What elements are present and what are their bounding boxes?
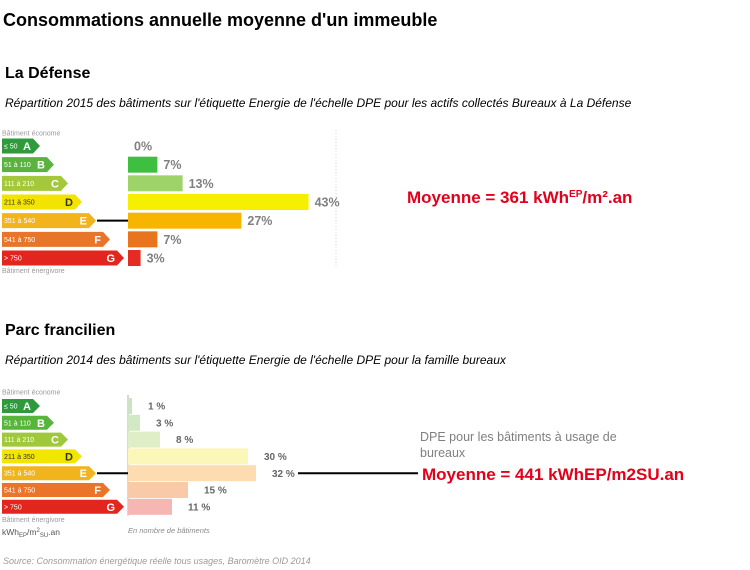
dpe-class-e-arrow: [2, 466, 96, 481]
bar-b: [128, 156, 158, 173]
dpe-class-a-range: ≤ 50: [4, 404, 18, 411]
dpe-class-a-arrow: [2, 138, 40, 154]
value-label-e: 32 %: [272, 469, 295, 480]
average-consumption-la-defense: Moyenne = 361 kWhEP/m².an: [407, 188, 632, 208]
dpe-class-c-arrow: [2, 175, 68, 191]
dpe-class-f-range: 541 à 750: [4, 488, 35, 495]
average-unit-superscript: EP: [569, 189, 583, 200]
bar-d: [128, 448, 248, 465]
section-subtitle-parc-francilien: Répartition 2014 des bâtiments sur l'éti…: [5, 353, 506, 367]
dpe-class-g-letter: G: [106, 502, 115, 514]
dpe-class-a-arrow: [2, 399, 40, 413]
dpe-class-b-letter: B: [37, 160, 45, 172]
dpe-class-c-range: 111 à 210: [4, 437, 34, 444]
dpe-class-d-arrow: [2, 194, 82, 210]
value-label-c: 8 %: [176, 435, 193, 446]
dpe-class-d-range: 211 à 350: [4, 200, 35, 207]
dpe-class-e-range: 351 à 540: [4, 471, 35, 478]
bar-a: [128, 398, 132, 414]
dpe-class-a-range: ≤ 50: [4, 144, 18, 151]
scale-bottom-label: Bâtiment énergivore: [2, 268, 65, 275]
value-label-f: 7%: [163, 233, 181, 247]
source-note: Source: Consommation énergétique réelle …: [3, 556, 311, 566]
dpe-class-c-letter: C: [51, 178, 59, 190]
scale-top-label: Bâtiment économe: [2, 131, 60, 138]
value-label-f: 15 %: [204, 486, 227, 497]
dpe-class-f-letter: F: [94, 234, 101, 246]
dpe-class-g-range: > 750: [4, 504, 22, 511]
bar-e: [128, 465, 256, 482]
value-label-d: 43%: [315, 196, 340, 210]
bar-d: [128, 194, 309, 211]
energy-unit-mid: /m: [27, 527, 36, 537]
dpe-class-e-range: 351 à 540: [4, 218, 35, 225]
section-heading-la-defense: La Défense: [5, 65, 91, 82]
dpe-class-b-arrow: [2, 415, 54, 430]
energy-unit-sub1: EP: [19, 533, 27, 539]
value-label-a: 0%: [134, 140, 152, 154]
dpe-class-b-arrow: [2, 157, 54, 173]
dpe-class-e-letter: E: [80, 216, 87, 228]
dpe-class-d-letter: D: [65, 451, 73, 463]
dpe-class-d-arrow: [2, 449, 82, 464]
dpe-class-b-letter: B: [37, 418, 45, 430]
value-label-g: 3%: [147, 252, 165, 266]
energy-unit-label: kWhEP/m2SU.an: [2, 527, 60, 539]
value-label-b: 3 %: [156, 418, 173, 429]
dpe-class-d-range: 211 à 350: [4, 454, 35, 461]
bar-b: [128, 414, 140, 431]
dpe-class-b-range: 51 à 110: [4, 420, 31, 427]
dpe-class-f-arrow: [2, 231, 110, 247]
dpe-class-d-letter: D: [65, 197, 73, 209]
dpe-class-b-range: 51 à 110: [4, 162, 31, 169]
energy-unit-base: kWh: [2, 527, 19, 537]
energy-unit-sub2: SU: [40, 533, 48, 539]
dpe-class-c-letter: C: [51, 435, 59, 447]
dpe-chart-parc-francilien: Bâtiment économe ≤ 50 A 1 % 51 à 110 B 3 % 111 …: [2, 390, 418, 539]
dpe-class-a-letter: A: [23, 141, 31, 153]
dpe-chart-la-defense: Bâtiment économe ≤ 50 A 0% 51 à 110 B 7% 111 à …: [2, 130, 340, 275]
dpe-class-g-letter: G: [106, 253, 115, 265]
dpe-class-e-letter: E: [80, 468, 87, 480]
value-label-g: 11 %: [188, 502, 210, 513]
bar-g: [128, 498, 172, 515]
energy-unit-sup: 2: [36, 528, 40, 534]
bar-f: [128, 231, 158, 248]
average-value-text: Moyenne = 361 kWh: [407, 188, 570, 207]
average-consumption-parc-francilien: Moyenne = 441 kWhEP/m2SU.an: [422, 465, 685, 484]
scale-bottom-label: Bâtiment énergivore: [2, 517, 65, 524]
value-label-d: 30 %: [264, 452, 287, 463]
average-unit-suffix: /m².an: [582, 188, 633, 207]
dpe-class-g-arrow: [2, 250, 124, 266]
bar-f: [128, 482, 188, 498]
dpe-class-f-arrow: [2, 483, 110, 497]
scale-top-label: Bâtiment économe: [2, 390, 60, 397]
dpe-note: DPE pour les bâtiments à usage de bureau…: [420, 429, 617, 461]
energy-unit-end: .an: [48, 527, 60, 537]
value-label-a: 1 %: [148, 402, 165, 413]
bar-c: [128, 431, 160, 448]
value-label-e: 27%: [247, 214, 272, 228]
dpe-note-line-2: bureaux: [420, 446, 466, 460]
dpe-class-e-arrow: [2, 213, 96, 229]
dpe-note-line-1: DPE pour les bâtiments à usage de: [420, 430, 617, 444]
value-label-b: 7%: [163, 158, 181, 172]
dpe-class-a-letter: A: [23, 401, 31, 413]
dpe-class-c-range: 111 à 210: [4, 181, 34, 188]
dpe-class-g-arrow: [2, 499, 124, 514]
dpe-class-f-range: 541 à 750: [4, 237, 35, 244]
section-subtitle-la-defense: Répartition 2015 des bâtiments sur l'éti…: [5, 96, 632, 110]
dpe-class-c-arrow: [2, 432, 68, 447]
bar-c: [128, 175, 183, 192]
x-axis-label: En nombre de bâtiments: [128, 526, 210, 535]
dpe-class-f-letter: F: [94, 485, 101, 497]
bar-g: [128, 250, 141, 267]
value-label-c: 13%: [189, 177, 214, 191]
page-title: Consommations annuelle moyenne d'un imme…: [3, 10, 438, 30]
section-heading-parc-francilien: Parc francilien: [5, 322, 116, 339]
bar-e: [128, 212, 242, 229]
dpe-class-g-range: > 750: [4, 256, 22, 263]
